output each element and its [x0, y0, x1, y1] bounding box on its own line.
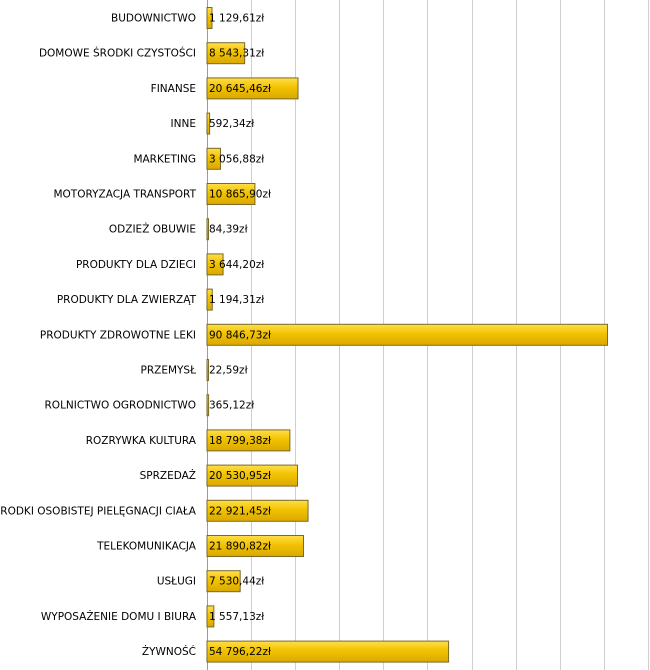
value-label: 22 921,45zł [209, 505, 271, 517]
value-label: 10 865,90zł [209, 189, 271, 201]
category-label: ROLNICTWO OGRODNICTWO [45, 400, 196, 412]
category-label: PRODUKTY DLA ZWIERZĄT [57, 294, 197, 306]
value-label: 21 890,82zł [209, 541, 271, 553]
value-label: 3 644,20zł [209, 259, 264, 271]
value-label: 7 530,44zł [209, 576, 264, 588]
value-label: 22,59zł [209, 365, 248, 377]
bar [206, 570, 241, 593]
bar [206, 359, 209, 381]
value-label: 84,39zł [209, 224, 248, 236]
value-label: 18 799,38zł [209, 435, 271, 447]
category-label: PRZEMYSŁ [141, 365, 197, 377]
bar [206, 218, 209, 241]
bar [206, 253, 224, 276]
value-label: 20 530,95zł [209, 470, 271, 482]
value-label: 8 543,31zł [209, 48, 264, 60]
value-label: 365,12zł [209, 400, 254, 412]
category-label: MARKETING [133, 153, 196, 165]
bars [206, 7, 608, 663]
bar [206, 42, 246, 65]
bar [206, 147, 221, 170]
bar [206, 7, 213, 29]
value-label: 1 194,31zł [209, 294, 264, 306]
value-label: 1 129,61zł [209, 13, 264, 25]
category-label: ROZRYWKA KULTURA [86, 435, 197, 447]
value-label: 20 645,46zł [209, 83, 271, 95]
category-label: FINANSE [151, 83, 196, 95]
category-labels: BUDOWNICTWO DOMOWE ŚRODKI CZYSTOŚCI FINANS… [0, 13, 197, 659]
category-label: ŻYWNOŚĆ [142, 645, 196, 658]
category-label: TELEKOMUNIKACJA [96, 541, 197, 553]
bar [206, 112, 211, 135]
category-label: PRODUKTY ZDROWOTNE LEKI [40, 329, 196, 341]
bar [206, 288, 213, 311]
category-label: MOTORYZACJA TRANSPORT [53, 189, 196, 201]
bar [206, 640, 450, 663]
value-label: 1 557,13zł [209, 611, 264, 623]
bar [206, 605, 215, 628]
value-label: 592,34zł [209, 118, 254, 130]
category-label: PRODUKTY DLA DZIECI [76, 259, 196, 271]
bar [206, 429, 291, 452]
category-label: SPRZEDAŻ [140, 469, 196, 482]
value-label: 54 796,22zł [209, 646, 271, 658]
value-label: 3 056,88zł [209, 153, 264, 165]
bar [206, 394, 210, 417]
category-label: WYPOSAŻENIE DOMU I BIURA [41, 610, 197, 623]
value-labels: 1 129,61zł 8 543,31zł 20 645,46zł 592,34zł 3… [209, 13, 271, 659]
bar [206, 323, 608, 346]
bar [206, 535, 305, 557]
value-label: 90 846,73zł [209, 329, 271, 341]
bar [206, 464, 299, 487]
category-label: ŚRODKI OSOBISTEJ PIELĘGNACJI CIAŁA [0, 504, 197, 517]
category-label: USŁUGI [157, 576, 196, 588]
category-label: INNE [171, 118, 196, 130]
bar [206, 499, 309, 522]
category-label: ODZIEŻ OBUWIE [109, 223, 196, 236]
bar [206, 183, 256, 205]
bar [206, 77, 299, 100]
category-label: DOMOWE ŚRODKI CZYSTOŚCI [39, 47, 196, 60]
category-label: BUDOWNICTWO [111, 13, 196, 25]
